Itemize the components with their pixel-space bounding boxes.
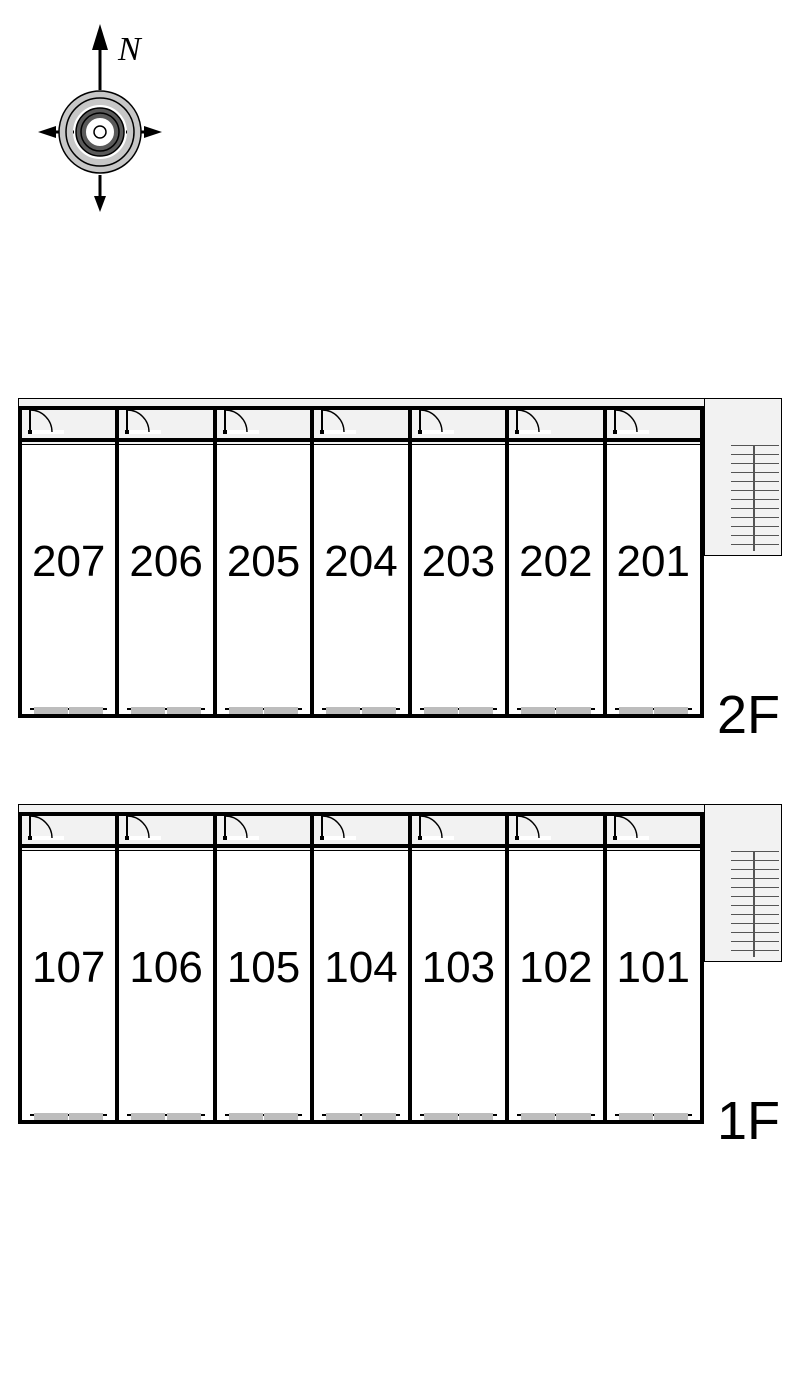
units-row: 107 106 105 — [18, 812, 704, 1124]
unit-205: 205 — [217, 410, 314, 714]
door-icon — [418, 814, 454, 840]
unit-107: 107 — [22, 816, 119, 1120]
unit-number-label: 207 — [32, 537, 105, 587]
balcony-window — [615, 708, 692, 722]
unit-204: 204 — [314, 410, 411, 714]
hallway-wall — [18, 438, 704, 442]
compass-rose: N — [20, 20, 180, 220]
stair-area — [704, 398, 782, 556]
door-icon — [613, 814, 649, 840]
door-icon — [28, 408, 64, 434]
floor-plan-2F: 207 206 205 — [18, 398, 782, 724]
floor-plan-1F: 107 106 105 — [18, 804, 782, 1130]
door-icon — [125, 814, 161, 840]
door-icon — [223, 814, 259, 840]
unit-101: 101 — [607, 816, 700, 1120]
door-icon — [515, 408, 551, 434]
balcony-window — [517, 708, 594, 722]
balcony-window — [322, 1114, 399, 1128]
unit-number-label: 202 — [519, 537, 592, 587]
compass-hub — [94, 126, 106, 138]
unit-number-label: 206 — [129, 537, 202, 587]
unit-number-label: 105 — [227, 943, 300, 993]
unit-103: 103 — [412, 816, 509, 1120]
stair-area — [704, 804, 782, 962]
unit-206: 206 — [119, 410, 216, 714]
unit-number-label: 106 — [129, 943, 202, 993]
unit-number-label: 203 — [422, 537, 495, 587]
staircase-icon — [731, 445, 779, 551]
unit-105: 105 — [217, 816, 314, 1120]
floor-label: 2F — [717, 684, 780, 746]
compass-svg: N — [20, 20, 180, 220]
unit-102: 102 — [509, 816, 606, 1120]
balcony-window — [30, 1114, 107, 1128]
balcony-window — [225, 1114, 302, 1128]
unit-number-label: 104 — [324, 943, 397, 993]
units-row: 207 206 205 — [18, 406, 704, 718]
unit-number-label: 101 — [617, 943, 690, 993]
north-label: N — [117, 31, 143, 68]
balcony-window — [225, 708, 302, 722]
door-icon — [125, 408, 161, 434]
door-icon — [320, 814, 356, 840]
door-icon — [320, 408, 356, 434]
unit-207: 207 — [22, 410, 119, 714]
staircase-icon — [731, 851, 779, 957]
unit-number-label: 107 — [32, 943, 105, 993]
unit-number-label: 204 — [324, 537, 397, 587]
door-icon — [28, 814, 64, 840]
unit-number-label: 102 — [519, 943, 592, 993]
balcony-window — [127, 1114, 204, 1128]
door-icon — [418, 408, 454, 434]
door-icon — [223, 408, 259, 434]
unit-201: 201 — [607, 410, 700, 714]
door-icon — [515, 814, 551, 840]
unit-number-label: 205 — [227, 537, 300, 587]
balcony-window — [322, 708, 399, 722]
hallway-wall — [18, 844, 704, 848]
unit-number-label: 201 — [617, 537, 690, 587]
unit-106: 106 — [119, 816, 216, 1120]
balcony-window — [420, 1114, 497, 1128]
balcony-window — [517, 1114, 594, 1128]
unit-203: 203 — [412, 410, 509, 714]
balcony-window — [420, 708, 497, 722]
unit-104: 104 — [314, 816, 411, 1120]
floor-label: 1F — [717, 1090, 780, 1152]
unit-number-label: 103 — [422, 943, 495, 993]
balcony-window — [30, 708, 107, 722]
balcony-window — [615, 1114, 692, 1128]
balcony-window — [127, 708, 204, 722]
door-icon — [613, 408, 649, 434]
unit-202: 202 — [509, 410, 606, 714]
